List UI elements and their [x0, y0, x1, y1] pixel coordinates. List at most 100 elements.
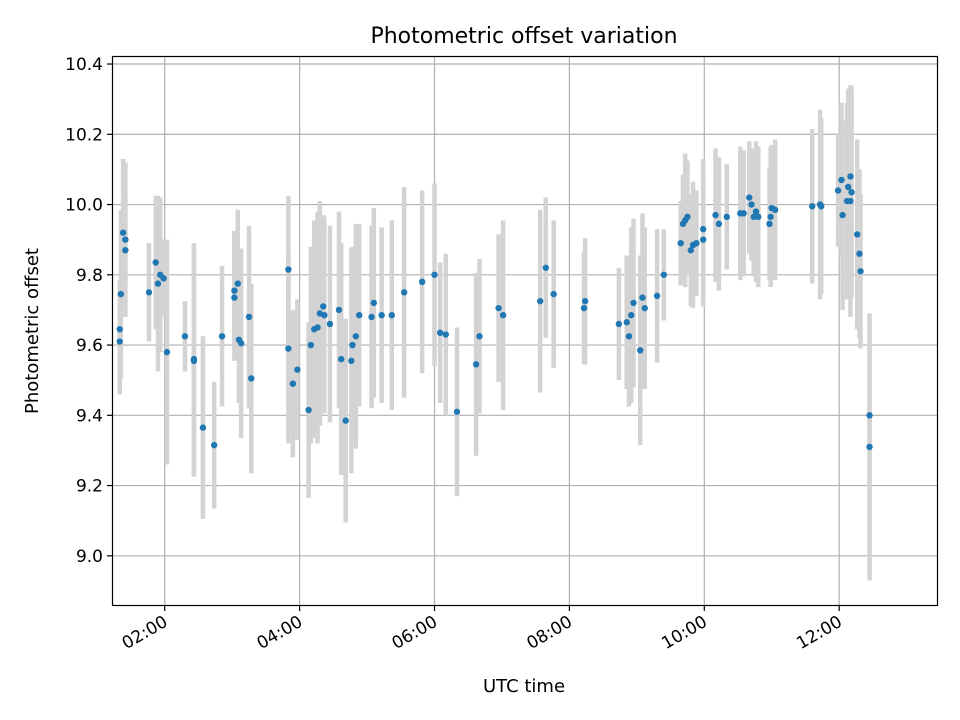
data-point	[771, 206, 779, 214]
data-point	[637, 347, 644, 354]
data-point	[615, 320, 623, 328]
x-axis-label: UTC time	[483, 676, 565, 697]
y-tick-label: 9.6	[76, 336, 103, 356]
data-point	[687, 247, 695, 254]
data-point	[723, 213, 730, 221]
data-point	[476, 333, 483, 340]
data-point	[499, 311, 507, 319]
data-point	[752, 208, 760, 215]
data-point	[847, 173, 854, 180]
data-point	[378, 311, 385, 319]
data-point	[237, 340, 245, 347]
data-point	[234, 280, 241, 287]
data-point	[370, 299, 378, 307]
chart-title: Photometric offset variation	[370, 24, 677, 49]
data-point	[160, 275, 167, 282]
data-point	[625, 333, 633, 340]
data-point	[305, 406, 312, 414]
y-tick-label: 10.2	[65, 125, 103, 145]
data-point	[218, 333, 226, 340]
data-point	[472, 361, 480, 368]
data-point	[866, 412, 873, 419]
data-point	[368, 313, 375, 321]
data-point	[715, 220, 723, 228]
data-point	[338, 355, 345, 363]
data-point	[660, 271, 668, 278]
data-point	[746, 194, 753, 201]
data-point	[152, 259, 159, 266]
data-point	[294, 366, 301, 373]
data-point	[628, 311, 635, 319]
data-point	[321, 311, 328, 319]
data-point	[335, 306, 343, 314]
data-point	[190, 357, 198, 365]
data-point	[163, 348, 171, 356]
data-point	[767, 213, 774, 221]
data-point	[712, 211, 719, 219]
x-tick-label: 04:00	[254, 612, 306, 654]
data-point	[418, 278, 426, 286]
data-point	[542, 264, 549, 271]
y-tick-label: 10.0	[65, 196, 103, 216]
data-point	[117, 290, 125, 298]
data-point	[349, 341, 356, 349]
y-tick-label: 9.2	[76, 477, 103, 497]
data-point	[536, 297, 544, 305]
data-point	[699, 225, 707, 233]
data-point	[285, 266, 292, 273]
data-point	[320, 303, 327, 310]
data-point	[495, 304, 502, 312]
data-point	[210, 441, 218, 449]
data-point	[856, 250, 863, 257]
x-tick-label: 10:00	[658, 612, 710, 654]
data-point	[285, 345, 292, 352]
data-point	[818, 203, 825, 210]
x-tick-label: 12:00	[793, 612, 845, 654]
data-point	[348, 357, 355, 365]
data-point	[388, 311, 395, 319]
data-point	[400, 289, 408, 296]
data-point	[834, 187, 842, 194]
data-point	[289, 380, 297, 387]
data-point	[639, 294, 646, 301]
data-point	[326, 320, 334, 328]
data-point	[684, 213, 691, 221]
data-point	[857, 268, 864, 275]
data-point	[342, 417, 349, 424]
data-point	[199, 424, 207, 431]
data-point	[677, 239, 684, 247]
data-point	[116, 338, 123, 345]
data-point	[848, 189, 855, 196]
data-point	[436, 329, 444, 336]
data-point	[748, 201, 755, 208]
data-point	[307, 341, 315, 349]
data-point	[352, 333, 360, 340]
data-point	[740, 210, 747, 217]
data-point	[245, 313, 253, 321]
y-tick-label: 9.8	[76, 266, 103, 286]
data-points	[116, 173, 873, 451]
data-point	[355, 311, 363, 319]
plot-frame	[111, 55, 939, 607]
data-point	[145, 289, 153, 296]
data-point	[116, 326, 123, 333]
data-point	[431, 271, 438, 278]
data-point	[766, 220, 773, 228]
y-tick-label: 9.0	[76, 547, 103, 567]
data-point	[181, 333, 189, 340]
errorbars	[117, 85, 872, 581]
data-point	[122, 236, 129, 243]
data-point	[809, 203, 816, 210]
data-point	[641, 304, 648, 312]
data-point	[581, 297, 589, 305]
data-point	[838, 176, 845, 184]
data-point	[866, 443, 873, 451]
data-point	[653, 292, 661, 300]
data-point	[844, 183, 852, 191]
data-point	[453, 408, 461, 415]
data-point	[231, 294, 238, 301]
data-point	[580, 304, 588, 312]
data-point	[119, 229, 127, 236]
